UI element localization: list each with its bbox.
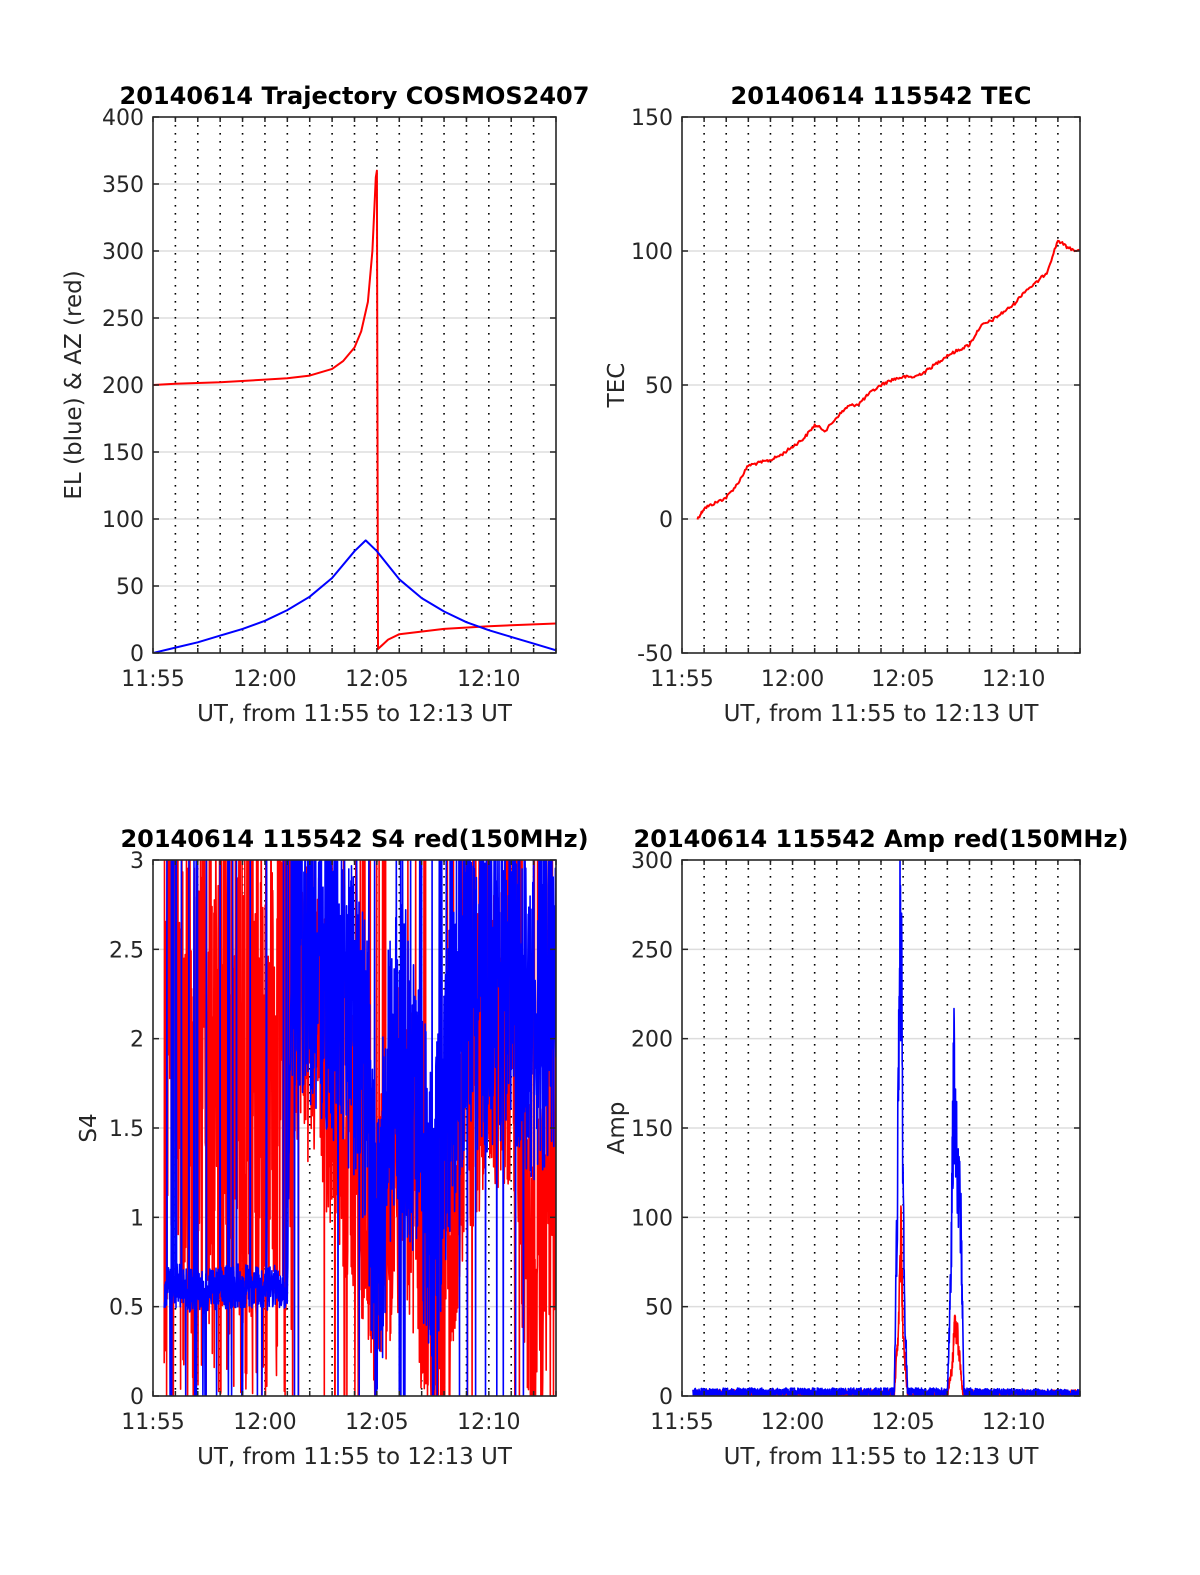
x-tick-label: 12:00: [761, 667, 824, 692]
chart-title: 20140614 Trajectory COSMOS2407: [120, 82, 590, 110]
plot-area: [696, 239, 1080, 520]
chart-panel-1: 0 50 100 150 200 250 300 350 400 11:55 12:00 12:05 1…: [61, 82, 589, 727]
y-tick-label: 250: [631, 938, 673, 963]
y-tick-label: 100: [102, 508, 144, 533]
chart-panel-3: 0 0.5 1 1.5 2 2.5 3 11:55 12:00 12:05 12:10 2014061…: [76, 825, 589, 1470]
y-tick-label: 0.5: [109, 1296, 144, 1321]
y-axis-label: S4: [76, 1113, 102, 1142]
y-axis-label: Amp: [604, 1102, 630, 1155]
x-tick-label: 12:10: [457, 667, 520, 692]
y-tick-label: 150: [631, 1117, 673, 1142]
y-tick-label: 0: [659, 508, 673, 533]
x-tick-label: 12:05: [871, 1410, 934, 1435]
y-tick-label: 150: [102, 441, 144, 466]
y-tick-label: 300: [631, 849, 673, 874]
y-tick-label: 150: [631, 106, 673, 131]
y-tick-label: 400: [102, 106, 144, 131]
y-tick-label: 2.5: [109, 938, 144, 963]
x-tick-label: 12:10: [982, 1410, 1045, 1435]
y-tick-label: 0: [130, 1385, 144, 1410]
x-axis-label: UT, from 11:55 to 12:13 UT: [724, 1444, 1040, 1470]
y-tick-label: 200: [631, 1028, 673, 1053]
plot-area: [692, 860, 1080, 1396]
plot-area: [153, 169, 556, 653]
x-tick-label: 11:55: [650, 1410, 713, 1435]
x-tick-label: 12:10: [982, 667, 1045, 692]
x-tick-label: 12:05: [345, 667, 408, 692]
y-tick-label: 350: [102, 173, 144, 198]
chart-title: 20140614 115542 Amp red(150MHz): [634, 825, 1129, 853]
chart-title: 20140614 115542 S4 red(150MHz): [120, 825, 588, 853]
series-line-red: [696, 239, 1080, 520]
y-tick-label: 100: [631, 1206, 673, 1231]
y-tick-label: 50: [645, 374, 673, 399]
y-tick-label: 200: [102, 374, 144, 399]
y-tick-label: 1: [130, 1206, 144, 1231]
x-tick-label: 12:05: [345, 1410, 408, 1435]
y-tick-label: 50: [116, 575, 144, 600]
x-axis-label: UT, from 11:55 to 12:13 UT: [724, 701, 1040, 727]
x-axis-label: UT, from 11:55 to 12:13 UT: [197, 1444, 513, 1470]
series-line-red: [153, 169, 556, 650]
plot-area: [163, 860, 556, 1396]
x-tick-label: 12:00: [761, 1410, 824, 1435]
series-line-blue: [153, 539, 556, 653]
y-tick-label: 50: [645, 1296, 673, 1321]
series-line-red: [692, 1205, 1080, 1396]
x-tick-label: 11:55: [121, 667, 184, 692]
chart-panel-4: 0 50 100 150 200 250 300 11:55 12:00 12:05 12:10 20…: [604, 825, 1128, 1470]
chart-title: 20140614 115542 TEC: [731, 82, 1032, 110]
x-tick-label: 12:10: [457, 1410, 520, 1435]
x-axis-label: UT, from 11:55 to 12:13 UT: [197, 701, 513, 727]
y-tick-label: 0: [130, 642, 144, 667]
x-tick-label: 12:00: [233, 1410, 296, 1435]
y-tick-label: -50: [637, 642, 673, 667]
y-tick-label: 1.5: [109, 1117, 144, 1142]
y-tick-label: 3: [130, 849, 144, 874]
series-line-blue: [163, 860, 556, 1396]
y-axis-label: TEC: [604, 363, 630, 409]
y-tick-label: 100: [631, 240, 673, 265]
y-tick-label: 0: [659, 1385, 673, 1410]
chart-panel-2: -50 0 50 100 150 11:55 12:00 12:05 12:10 20140614…: [604, 82, 1081, 727]
y-tick-label: 250: [102, 307, 144, 332]
x-tick-label: 11:55: [121, 1410, 184, 1435]
x-tick-label: 12:05: [871, 667, 934, 692]
y-tick-label: 2: [130, 1028, 144, 1053]
series-line-blue: [692, 860, 1080, 1396]
x-tick-label: 11:55: [650, 667, 713, 692]
x-tick-label: 12:00: [233, 667, 296, 692]
y-tick-label: 300: [102, 240, 144, 265]
y-axis-label: EL (blue) & AZ (red): [61, 270, 87, 499]
